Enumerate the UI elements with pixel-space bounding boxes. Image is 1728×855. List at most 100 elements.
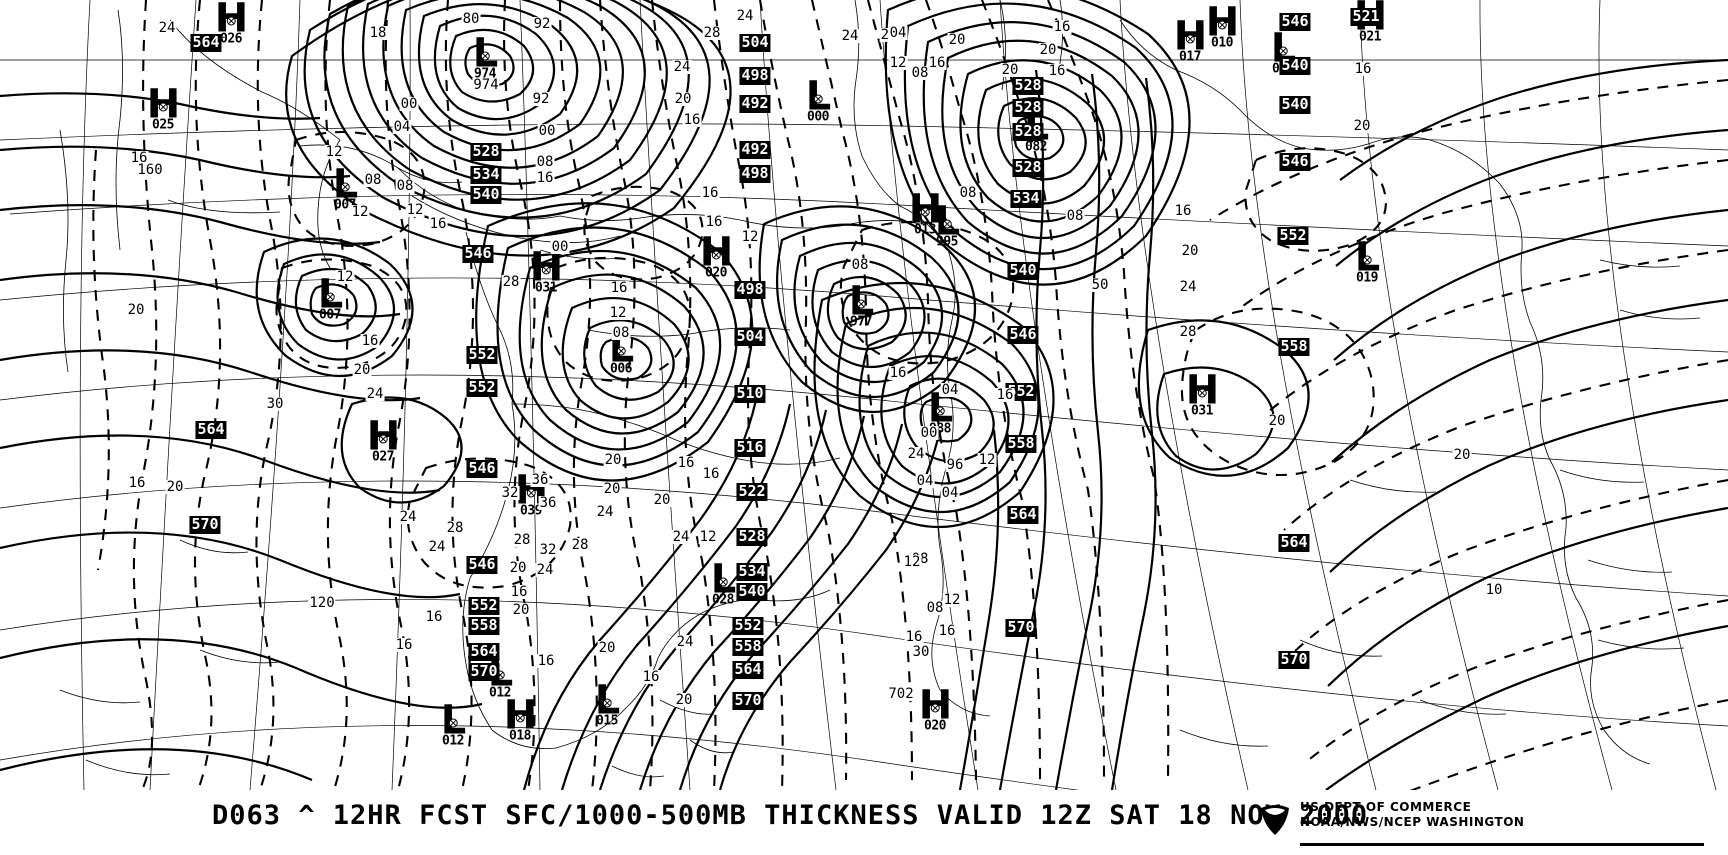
high-pressure-marker: H026 <box>215 0 248 47</box>
contour-value-label: 08 <box>925 600 945 616</box>
pressure-value: 028 <box>712 592 734 608</box>
isobar-contour-layer <box>0 0 1728 790</box>
center-cross-icon <box>226 13 236 26</box>
thickness-label: 522 <box>736 482 768 501</box>
contour-value-label: 24 <box>535 562 555 578</box>
contour-value-label: 12 <box>942 592 962 608</box>
thickness-label: 540 <box>1007 261 1039 280</box>
contour-value-label: 24 <box>1178 279 1198 295</box>
contour-value-label: 04 <box>392 119 412 135</box>
thickness-label: 528 <box>1012 76 1044 95</box>
high-pressure-marker: H017 <box>1174 17 1207 64</box>
thickness-label: 510 <box>734 384 766 403</box>
contour-value-label: 08 <box>363 172 383 188</box>
thickness-label: 528 <box>1012 158 1044 177</box>
contour-value-label: 12 <box>698 529 718 545</box>
pressure-value: 010 <box>1211 35 1233 51</box>
thickness-label: 534 <box>1010 189 1042 208</box>
contour-value-label: 92 <box>531 91 551 107</box>
thickness-label: 570 <box>189 515 221 534</box>
pressure-value: 021 <box>1359 29 1381 45</box>
center-cross-icon <box>930 700 940 713</box>
low-pressure-marker: L007 <box>318 275 343 322</box>
high-pressure-marker: H031 <box>530 248 563 295</box>
thickness-label: 546 <box>1279 152 1311 171</box>
contour-value-label: 16 <box>127 475 147 491</box>
thickness-label: 564 <box>190 33 222 52</box>
pressure-value: 039 <box>520 503 542 519</box>
low-pressure-marker: L015 <box>595 681 620 728</box>
high-pressure-marker: H025 <box>147 85 180 133</box>
thickness-label: 546 <box>1279 12 1311 31</box>
center-cross-icon <box>481 48 490 61</box>
contour-value-label: 24 <box>840 28 860 44</box>
center-cross-icon <box>1197 385 1207 398</box>
contour-value-label: 12 <box>350 204 370 220</box>
center-cross-icon <box>1217 17 1227 30</box>
contour-value-label: 160 <box>136 162 164 178</box>
contour-value-label: 20 <box>674 692 694 708</box>
center-cross-icon <box>341 179 350 192</box>
contour-value-label: 16 <box>704 214 724 230</box>
contour-value-label: 16 <box>428 216 448 232</box>
thickness-label: 558 <box>1278 337 1310 356</box>
pressure-value: 007 <box>319 307 341 323</box>
contour-value-label: 20 <box>603 452 623 468</box>
center-cross-icon <box>541 262 551 275</box>
pressure-value: 018 <box>509 728 531 744</box>
map-plot-area[interactable] <box>0 0 1728 790</box>
high-pressure-marker: H031 <box>1186 371 1219 418</box>
contour-value-label: 30 <box>911 644 931 660</box>
pressure-value: 025 <box>152 117 174 133</box>
contour-value-label: 28 <box>570 537 590 553</box>
contour-value-label: 16 <box>1052 19 1072 35</box>
contour-value-label: 08 <box>611 325 631 341</box>
contour-value-label: 20 <box>602 481 622 497</box>
pressure-value: 026 <box>220 31 242 47</box>
thickness-label: 492 <box>739 94 771 113</box>
contour-value-label: 16 <box>509 584 529 600</box>
contour-value-label: 96 <box>945 457 965 473</box>
contour-value-label: 16 <box>904 629 924 645</box>
contour-value-label: 28 <box>445 520 465 536</box>
pressure-value: 020 <box>924 718 946 734</box>
low-pressure-marker: L977 <box>849 282 874 329</box>
center-cross-icon <box>1185 31 1195 44</box>
low-pressure-marker: L019 <box>1355 238 1380 285</box>
center-cross-icon <box>526 485 536 498</box>
contour-value-label: 24 <box>595 504 615 520</box>
pressure-value: 015 <box>596 713 618 729</box>
contour-value-label: 04 <box>940 485 960 501</box>
contour-value-label: 36 <box>530 472 550 488</box>
center-cross-icon <box>378 431 388 444</box>
center-cross-icon <box>1279 43 1288 56</box>
low-pressure-marker: L000 <box>806 77 831 124</box>
contour-value-label: 08 <box>910 65 930 81</box>
thickness-label: 564 <box>195 420 227 439</box>
contour-value-label: 32 <box>500 485 520 501</box>
contour-value-label: 28 <box>512 532 532 548</box>
center-cross-icon <box>943 216 952 229</box>
pressure-value: 006 <box>610 361 632 377</box>
contour-value-label: 24 <box>427 539 447 555</box>
contour-value-label: 10 <box>1484 582 1504 598</box>
contour-value-label: 08 <box>958 185 978 201</box>
contour-value-label: 16 <box>701 466 721 482</box>
contour-value-label: 24 <box>672 59 692 75</box>
thickness-label: 546 <box>462 244 494 263</box>
contour-value-label: 28 <box>1178 324 1198 340</box>
contour-value-label: 36 <box>538 495 558 511</box>
center-cross-icon <box>617 343 626 356</box>
thickness-label: 504 <box>734 327 766 346</box>
thickness-label: 558 <box>468 616 500 635</box>
thickness-label: 552 <box>1277 226 1309 245</box>
contour-value-label: 16 <box>641 669 661 685</box>
thickness-label: 516 <box>734 438 766 457</box>
contour-value-label: 08 <box>850 257 870 273</box>
low-pressure-marker: L012 <box>441 701 466 748</box>
pressure-value: 000 <box>807 109 829 125</box>
pressure-value: 019 <box>1356 270 1378 286</box>
contour-value-label: 16 <box>1353 61 1373 77</box>
pressure-value: 012 <box>489 685 511 701</box>
